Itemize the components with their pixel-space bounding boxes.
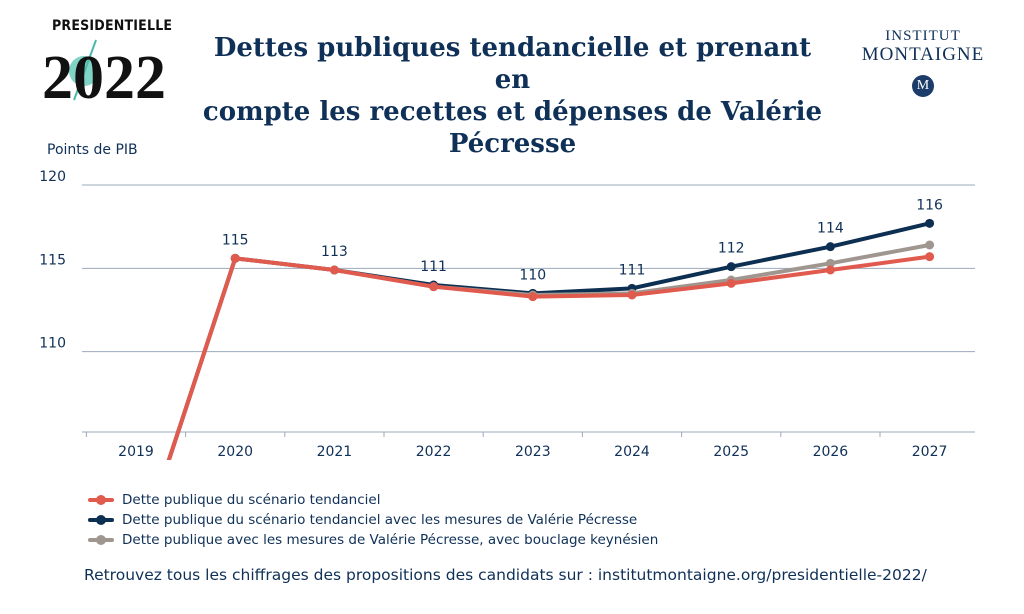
x-tick-label: 2019 <box>118 444 154 460</box>
data-point-series-1 <box>825 242 835 252</box>
footer-text: Retrouvez tous les chiffrages des propos… <box>84 566 927 584</box>
logo-left-year-text: 2022 <box>44 44 164 108</box>
data-label: 111 <box>420 259 447 275</box>
y-tick-label: 110 <box>39 336 66 352</box>
x-tick-label: 2026 <box>813 444 849 460</box>
data-point-series-0 <box>726 278 736 288</box>
montaigne-badge-icon: M <box>912 75 934 97</box>
data-point-series-0 <box>429 282 439 292</box>
chart-title: Dettes publiques tendancielle et prenant… <box>200 32 825 160</box>
legend-label: Dette publique du scénario tendanciel <box>122 492 381 508</box>
x-tick-label: 2020 <box>217 444 253 460</box>
data-label: 111 <box>619 262 646 278</box>
title-line-2: compte les recettes et dépenses de Valér… <box>202 97 823 127</box>
x-tick-label: 2021 <box>317 444 353 460</box>
y-tick-label: 120 <box>39 169 66 185</box>
data-point-series-0 <box>329 265 339 275</box>
data-label: 114 <box>817 221 844 237</box>
legend-swatch <box>88 494 114 506</box>
data-label: 113 <box>321 244 348 260</box>
x-tick-label: 2027 <box>912 444 948 460</box>
data-label: 116 <box>916 197 943 213</box>
data-label: 112 <box>718 241 745 257</box>
legend-swatch <box>88 534 114 546</box>
x-tick-label: 2023 <box>515 444 551 460</box>
title-line-1: Dettes publiques tendancielle et prenant… <box>213 33 812 95</box>
logo-year-graphic: 2022 <box>44 39 164 108</box>
data-point-series-1 <box>726 262 736 272</box>
legend-label: Dette publique avec les mesures de Valér… <box>122 532 659 548</box>
y-axis-label: Points de PIB <box>47 142 138 158</box>
data-point-series-2 <box>925 240 935 250</box>
legend-item: Dette publique avec les mesures de Valér… <box>88 530 658 550</box>
data-label: 110 <box>519 267 546 283</box>
data-point-series-0 <box>528 292 538 302</box>
data-point-series-0 <box>925 252 935 262</box>
presidentielle-2022-logo: PRESIDENTIELLE 2022 <box>44 18 172 113</box>
data-label: 115 <box>222 232 249 248</box>
line-chart: 110 115 120 2019 2020 2021 2022 2023 2024 2025 202… <box>39 169 975 460</box>
data-point-series-0 <box>230 253 240 263</box>
logo-left-top-text: PRESIDENTIELLE <box>52 18 173 34</box>
x-tick-label: 2022 <box>416 444 452 460</box>
data-point-series-0 <box>825 265 835 275</box>
institut-montaigne-logo: INSTITUT MONTAIGNE M <box>858 28 988 97</box>
title-line-3: Pécresse <box>448 129 577 159</box>
data-point-series-1 <box>925 218 935 228</box>
y-tick-label: 115 <box>39 252 66 268</box>
data-point-series-0 <box>627 290 637 300</box>
x-tick-label: 2024 <box>614 444 650 460</box>
legend-item: Dette publique du scénario tendanciel av… <box>88 510 658 530</box>
chart-legend: Dette publique du scénario tendanciel Det… <box>88 490 658 550</box>
data-point-series-2 <box>825 258 835 268</box>
legend-swatch <box>88 514 114 526</box>
legend-item: Dette publique du scénario tendanciel <box>88 490 658 510</box>
legend-label: Dette publique du scénario tendanciel av… <box>122 512 638 528</box>
series-line-0 <box>166 254 932 460</box>
logo-right-line1: INSTITUT <box>885 28 961 44</box>
x-tick-label: 2025 <box>713 444 749 460</box>
logo-right-line2: MONTAIGNE <box>861 44 985 65</box>
